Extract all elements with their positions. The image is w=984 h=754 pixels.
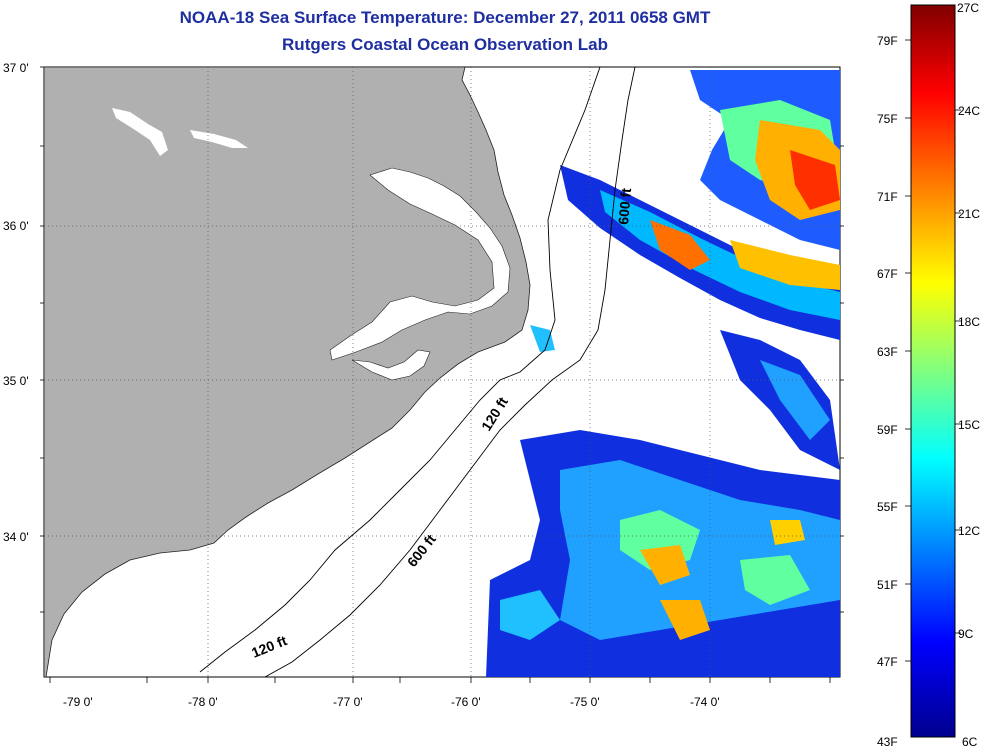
- lon-label: -78 0': [188, 695, 218, 709]
- colorbar-c-label: 27C: [957, 1, 979, 15]
- land-mass: [44, 67, 531, 677]
- colorbar-c-label: 18C: [958, 315, 980, 329]
- colorbar-c-label: 12C: [958, 524, 980, 538]
- colorbar-f-label: 79F: [877, 34, 898, 48]
- colorbar-f-label: 55F: [877, 500, 898, 514]
- contour-label-600ft-north: 600 ft: [615, 187, 634, 225]
- contour-120ft: [199, 67, 601, 673]
- colorbar-f-label: 47F: [877, 655, 898, 669]
- colorbar: [910, 4, 956, 738]
- colorbar-c-label: 15C: [958, 418, 980, 432]
- lat-label: 34 0': [3, 530, 29, 544]
- colorbar-f-label: 51F: [877, 578, 898, 592]
- colorbar-f-label: 63F: [877, 345, 898, 359]
- colorbar-c-label: 9C: [958, 627, 974, 641]
- lon-label: -76 0': [451, 695, 481, 709]
- contour-600ft-north: [264, 67, 636, 677]
- colorbar-c-label: 21C: [958, 207, 980, 221]
- lon-label: -79 0': [63, 695, 93, 709]
- map-subtitle: Rutgers Coastal Ocean Observation Lab: [282, 35, 608, 54]
- lat-label: 35 0': [3, 374, 29, 388]
- colorbar-f-label: 59F: [877, 423, 898, 437]
- colorbar-c-label: 24C: [958, 104, 980, 118]
- graticule: [44, 67, 840, 677]
- lon-label: -74 0': [690, 695, 720, 709]
- sst-patches-south: [486, 430, 840, 677]
- colorbar-f-label: 43F: [877, 735, 898, 749]
- colorbar-f-label: 75F: [877, 112, 898, 126]
- axis-ticks: [40, 66, 844, 683]
- lat-label: 36 0': [3, 219, 29, 233]
- colorbar-f-label: 67F: [877, 267, 898, 281]
- colorbar-f-label: 71F: [877, 190, 898, 204]
- colorbar-c-label: 6C: [962, 735, 978, 749]
- lon-label: -77 0': [333, 695, 363, 709]
- lon-label: -75 0': [570, 695, 600, 709]
- map-title: NOAA-18 Sea Surface Temperature: Decembe…: [179, 8, 711, 27]
- lat-label: 37 0': [3, 61, 29, 75]
- sst-patches-north: [530, 70, 840, 470]
